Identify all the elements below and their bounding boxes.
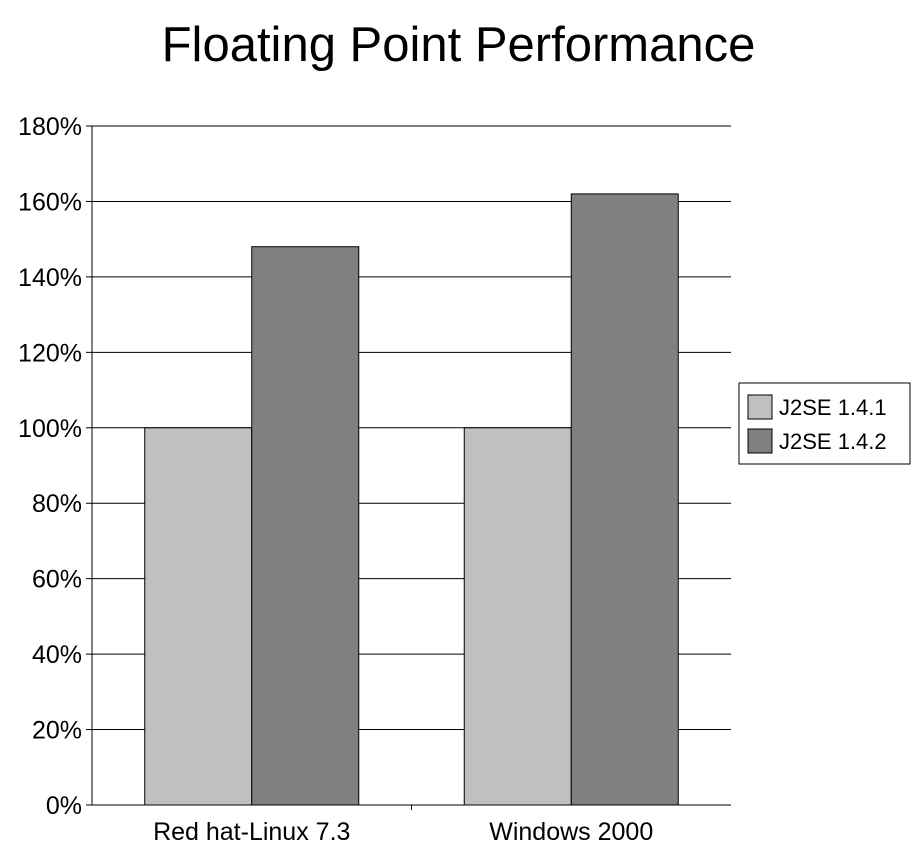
x-tick-label: Red hat-Linux 7.3: [153, 818, 350, 846]
y-tick-label: 140%: [18, 264, 82, 292]
legend-label: J2SE 1.4.2: [779, 429, 887, 454]
y-tick-label: 80%: [32, 490, 82, 518]
y-tick-label: 160%: [18, 188, 82, 216]
y-tick-label: 100%: [18, 415, 82, 443]
bars: [144, 193, 679, 806]
bar-2-2: [570, 193, 679, 806]
y-tick-label: 180%: [18, 113, 82, 141]
chart-title: Floating Point Performance: [161, 18, 756, 72]
legend: J2SE 1.4.1 J2SE 1.4.2: [738, 382, 911, 465]
y-tick-label: 20%: [32, 717, 82, 745]
y-tick-label: 60%: [32, 566, 82, 594]
bar-1-2: [463, 427, 572, 806]
legend-label: J2SE 1.4.1: [779, 395, 887, 420]
bar-2-1: [251, 246, 360, 806]
axes: 0% 20% 40% 60% 80% 100% 120% 140% 160% 180% Red ha…: [18, 113, 731, 846]
legend-swatch: [747, 428, 773, 454]
legend-swatch: [747, 394, 773, 420]
y-tick-label: 120%: [18, 339, 82, 367]
y-tick-label: 0%: [46, 792, 82, 820]
bar-1-1: [144, 427, 253, 806]
x-tick-label: Windows 2000: [489, 818, 653, 846]
y-tick-label: 40%: [32, 641, 82, 669]
